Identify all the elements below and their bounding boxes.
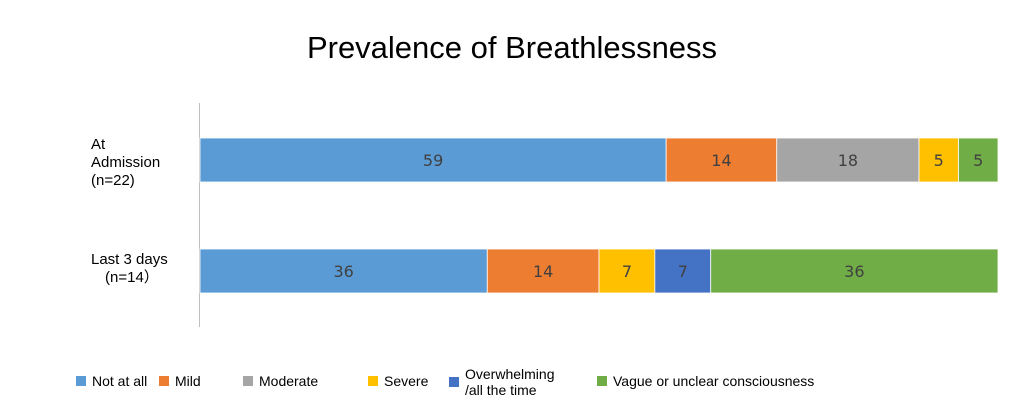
legend-label: Moderate: [259, 373, 318, 389]
legend-label-line: /all the time: [465, 382, 537, 398]
data-label: 36: [333, 262, 353, 281]
legend-label-line: Vague or unclear consciousness: [613, 373, 815, 389]
data-label: 5: [973, 151, 983, 170]
chart-legend: Not at all Mild Moderate Severe Overwhelming…: [0, 364, 1024, 404]
bar-segment: [710, 248, 999, 294]
legend-label-line: Mild: [175, 373, 201, 389]
data-label: 18: [838, 151, 858, 170]
category-label-line: At: [91, 136, 106, 153]
category-label-line: (n=14）: [105, 269, 159, 286]
bar-segment: [918, 137, 959, 183]
legend-item: Mild: [159, 373, 201, 389]
legend-swatch: [76, 376, 86, 386]
bar-segment: [776, 137, 920, 183]
legend-item: Overwhelming/all the time: [449, 366, 554, 398]
legend-label: Not at all: [92, 373, 147, 389]
legend-swatch: [368, 376, 378, 386]
legend-label: Mild: [175, 373, 201, 389]
data-label: 14: [533, 262, 553, 281]
legend-item: Severe: [368, 373, 428, 389]
legend-item: Vague or unclear consciousness: [597, 373, 814, 389]
bar-segment: [199, 137, 667, 183]
legend-item: Moderate: [243, 373, 318, 389]
legend-swatch: [597, 376, 607, 386]
data-label: 7: [678, 262, 688, 281]
stacked-bar-chart: 59 14 18 5 5 36 14 7 7 36: [199, 103, 999, 327]
category-label-line: Last 3 days: [91, 251, 168, 268]
legend-label: Severe: [384, 373, 428, 389]
legend-label: Vague or unclear consciousness: [613, 373, 814, 389]
category-label-line: (n=22): [91, 172, 135, 189]
legend-label-line: Moderate: [259, 373, 319, 389]
category-label-line: Admission: [91, 154, 161, 171]
legend-item: Not at all: [76, 373, 147, 389]
data-label: 14: [711, 151, 731, 170]
legend-label: Overwhelming/all the time: [465, 366, 554, 398]
bar-segment: [958, 137, 999, 183]
bar-segment: [199, 248, 488, 294]
data-label: 36: [844, 262, 864, 281]
bar-segment: [654, 248, 712, 294]
legend-label-line: Severe: [384, 373, 429, 389]
category-label: At Admission (n=22): [91, 136, 160, 190]
chart-title: Prevalence of Breathlessness: [306, 30, 718, 65]
legend-swatch: [159, 376, 169, 386]
data-label: 59: [423, 151, 443, 170]
legend-label-line: Not at all: [92, 373, 148, 389]
data-label: 5: [934, 151, 944, 170]
legend-label-line: Overwhelming: [465, 366, 555, 382]
data-label: 7: [622, 262, 632, 281]
category-label: Last 3 days (n=14）: [91, 251, 168, 287]
legend-swatch: [243, 376, 253, 386]
legend-swatch: [449, 377, 459, 387]
